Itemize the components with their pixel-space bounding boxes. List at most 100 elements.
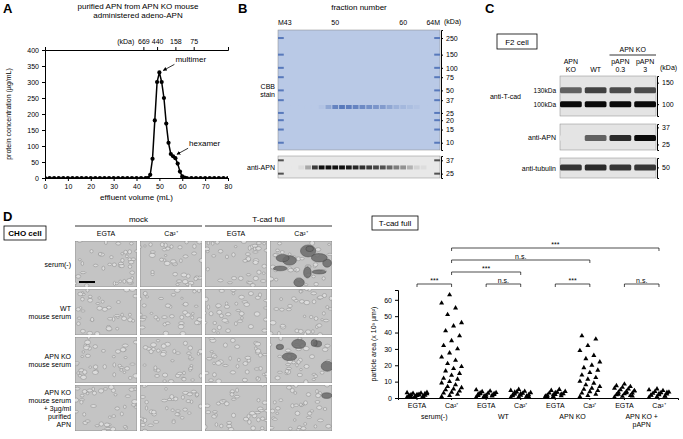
cell-texture [213,356,217,358]
cell-texture [83,346,89,350]
cell-texture [77,317,81,319]
y-axis-tick-mark [42,50,45,51]
cell-texture [162,373,167,377]
band [407,105,413,109]
cell-texture [199,374,202,378]
cell-texture [75,410,78,413]
cell-texture [209,312,213,316]
cell-texture [161,399,167,401]
cell-texture [134,388,136,391]
cell-texture [125,367,130,371]
cell-texture [230,393,234,397]
cell-texture [142,429,147,431]
y-axis-tick-mark [42,130,45,131]
cell-texture [222,319,228,323]
cell-texture [128,376,132,379]
band [407,165,413,169]
data-point [518,391,523,395]
cell-texture [186,400,190,403]
blot-label: anti-tubulin [522,165,556,172]
cell-texture [130,271,135,274]
cell-texture [154,366,157,370]
data-point [516,387,521,391]
cell-texture [264,409,267,411]
plot-area [45,70,228,178]
ladder-band [278,129,284,131]
y-axis-tick-mark [42,114,45,115]
kda-axis-tick-label: 150 [446,51,458,58]
cell-texture [80,400,83,404]
cell-texture [304,300,310,304]
micrograph-image [75,289,137,335]
kda-axis-tick: 100 [441,65,458,72]
cell-texture [176,283,179,285]
cell-texture [140,297,142,300]
x-axis-tick-label: Ca²⁺ [583,402,597,409]
band [312,165,318,169]
y-axis-tick: 60 [384,297,398,304]
cell-texture [312,329,314,333]
cell-texture [232,277,237,280]
cell-texture [181,297,183,299]
cell-texture [262,264,267,268]
cell-texture [316,394,321,398]
cell-texture [258,293,261,297]
kda-axis-tick-mark [657,167,659,168]
data-point [157,70,161,74]
lane-label: 3 [643,66,647,73]
cell-texture [75,282,77,285]
cell-texture [304,380,308,383]
cell-texture [170,260,176,263]
significance-label: *** [568,277,576,284]
cell-texture [294,392,297,395]
cell-texture [104,241,107,245]
band [346,105,352,109]
data-point [79,176,83,178]
cell-texture [103,388,107,390]
cell-texture [164,261,170,265]
cell-texture [194,321,199,325]
cell-texture [95,425,99,427]
kda-axis-tick: 150 [657,79,674,86]
micrograph-image [75,385,137,431]
cell-aggregate [306,246,314,251]
kda-axis-tick-label: 75 [446,74,454,81]
cell-texture [95,332,100,335]
x-axis-tick-label: 30 [110,183,118,190]
plot-area [405,292,672,398]
band [366,165,372,169]
x-axis-tick: 0 [44,178,48,190]
cell-texture [121,252,123,255]
cell-texture [124,357,127,359]
cell-texture [170,315,175,318]
micrograph-image [75,337,137,383]
band [609,164,631,170]
row-label: mouse serum [29,361,72,368]
cell-texture [230,371,235,374]
cell-aggregate [321,361,332,371]
x-axis-tick-mark [624,398,625,400]
x-axis-tick-mark [159,178,160,181]
data-point [166,141,170,145]
cell-texture [300,300,305,303]
cell-texture [292,361,296,364]
micrograph-image [270,337,332,383]
micrograph-image [140,289,202,335]
x-axis-tick-label: 10 [64,183,72,190]
cell-texture [121,258,124,262]
cell-texture [140,318,145,320]
row-label: APN KO [45,353,72,360]
significance-label: *** [482,265,490,272]
cell-texture [260,280,266,283]
y-axis-tick: 20 [384,362,398,369]
cell-texture [216,361,222,365]
cell-texture [247,414,250,418]
cell-texture [171,409,174,412]
x-axis-tick-mark [451,398,452,400]
cell-texture [229,356,231,360]
cell-texture [210,351,213,353]
band [585,135,607,141]
cell-texture [254,312,260,316]
y-axis-tick-label: 50 [31,159,39,166]
cell-texture [84,284,88,287]
